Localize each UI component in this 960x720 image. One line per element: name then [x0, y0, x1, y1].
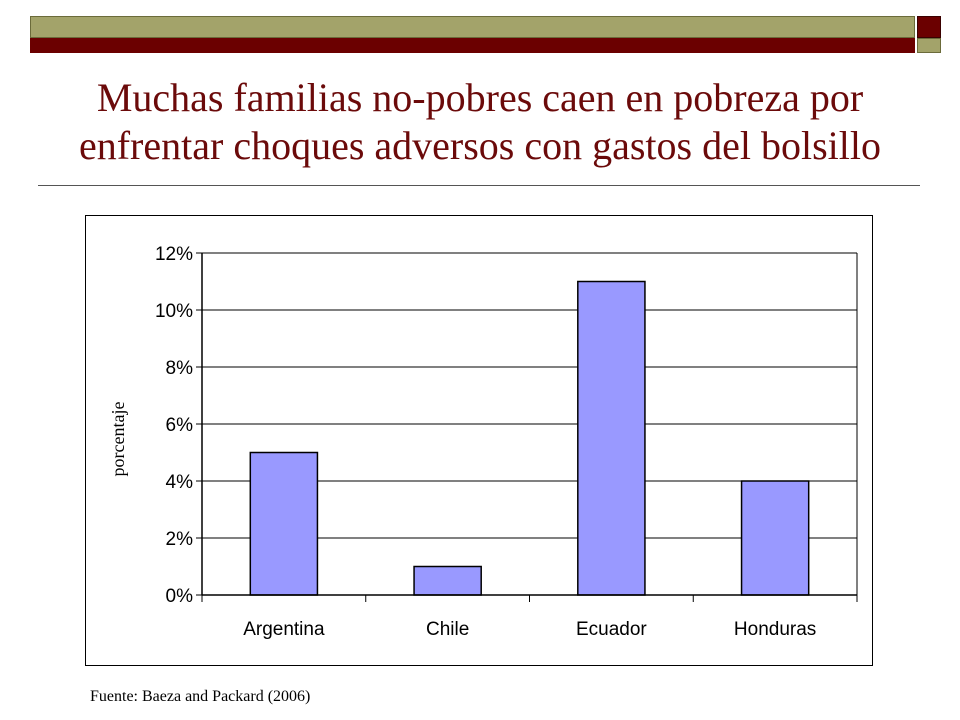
x-tick-label: Argentina: [243, 619, 325, 640]
header-bar-olive: [30, 16, 915, 38]
title-divider: [38, 185, 920, 186]
bar-chart: 0% 2% 4% 6% 8% 10% 12% Argentina Chile Ecuador Hon…: [108, 244, 858, 640]
x-tick-label: Ecuador: [576, 619, 647, 640]
bar-argentina: [249, 451, 319, 596]
bar-chile: [413, 565, 482, 596]
header-square-olive: [917, 38, 941, 53]
y-tick-label: 8%: [166, 358, 194, 379]
x-tick-label: Chile: [426, 619, 469, 640]
header-bar-maroon: [30, 38, 915, 53]
bar-ecuador: [577, 280, 646, 596]
y-tick-label: 2%: [166, 529, 194, 550]
bar-honduras: [740, 480, 810, 596]
y-tick-label: 6%: [166, 415, 194, 436]
y-tick-label: 10%: [155, 301, 193, 322]
header-square-maroon: [917, 16, 941, 38]
y-tick-label: 0%: [166, 586, 194, 607]
y-tick-label: 4%: [166, 472, 194, 493]
source-note: Fuente: Baeza and Packard (2006): [90, 688, 311, 705]
x-tick-label: Honduras: [734, 619, 816, 640]
chart-frame: 0% 2% 4% 6% 8% 10% 12% Argentina Chile Ecuador Hon…: [85, 215, 873, 666]
y-axis-label: porcentaje: [108, 402, 128, 477]
y-tick-label: 12%: [155, 244, 193, 265]
slide-title: Muchas familias no-pobres caen en pobrez…: [78, 75, 881, 168]
